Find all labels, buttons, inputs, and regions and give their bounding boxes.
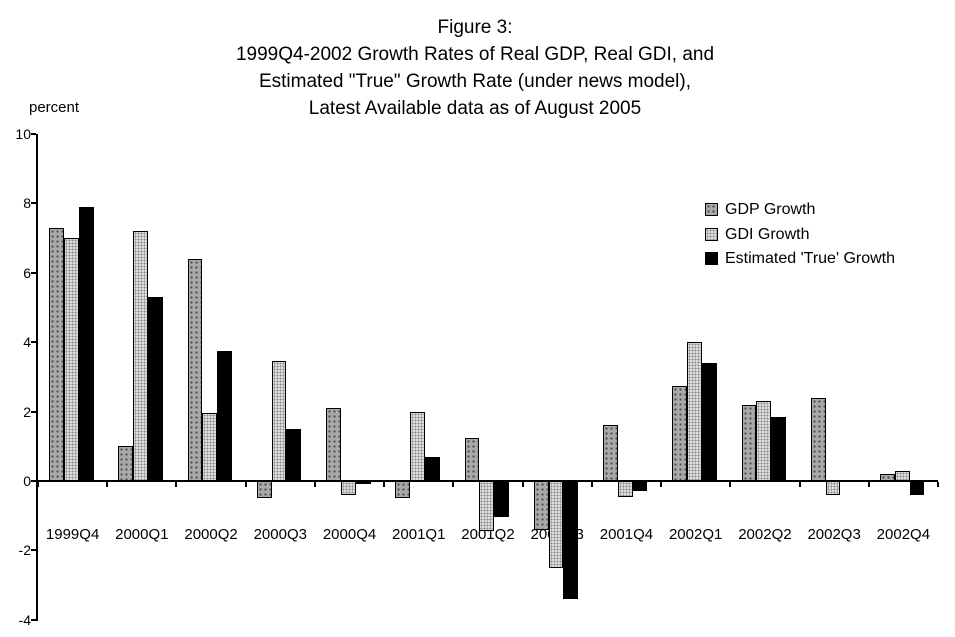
x-category-label-2001Q1: 2001Q1 xyxy=(392,526,446,543)
y-tick-mark xyxy=(31,341,36,344)
y-tick-mark xyxy=(31,618,36,621)
bar-true-2002Q4 xyxy=(909,481,925,495)
bar-true-2001Q3 xyxy=(563,481,579,600)
bar-gdi-2001Q2 xyxy=(479,481,495,532)
bar-gdp-1999Q4 xyxy=(49,227,64,481)
bar-gdp-2001Q2 xyxy=(464,437,480,481)
y-tick-mark xyxy=(31,549,36,552)
y-tick-label-10: 10 xyxy=(15,125,31,142)
bar-gdp-2000Q1 xyxy=(118,446,134,481)
x-tick-mark xyxy=(313,482,316,487)
x-category-label-2000Q1: 2000Q1 xyxy=(115,526,169,543)
x-category-label-2002Q2: 2002Q2 xyxy=(738,526,792,543)
legend-item-true: Estimated 'True' Growth xyxy=(705,246,895,271)
x-category-label-2000Q3: 2000Q3 xyxy=(253,526,307,543)
y-tick-label--4: -4 xyxy=(18,611,31,628)
y-axis-line xyxy=(36,134,38,621)
legend: GDP Growth GDI Growth Estimated 'True' Gro… xyxy=(705,197,895,271)
bar-true-2002Q1 xyxy=(701,362,717,481)
y-tick-label--2: -2 xyxy=(18,542,31,559)
bar-true-2001Q1 xyxy=(424,456,440,481)
x-tick-mark xyxy=(590,482,593,487)
x-category-label-2002Q3: 2002Q3 xyxy=(807,526,861,543)
x-category-label-1999Q4: 1999Q4 xyxy=(45,526,100,543)
chart-title-line-4: Latest Available data as of August 2005 xyxy=(308,98,642,119)
bar-gdi-2000Q2 xyxy=(202,413,218,481)
chart-title: Figure 3: 1999Q4-2002 Growth Rates of Re… xyxy=(25,14,925,122)
bar-true-2000Q3 xyxy=(286,428,302,481)
legend-marker-gdp-icon xyxy=(705,202,718,216)
bar-true-2000Q1 xyxy=(148,297,163,481)
y-tick-label-0: 0 xyxy=(23,473,31,489)
y-tick-label-8: 8 xyxy=(23,195,31,212)
y-tick-mark xyxy=(31,132,36,135)
bar-gdp-2002Q2 xyxy=(741,404,757,481)
y-tick-mark xyxy=(31,480,36,482)
x-category-label-2002Q1: 2002Q1 xyxy=(668,526,723,543)
x-tick-mark xyxy=(867,482,870,487)
chart-title-line-1: Figure 3: xyxy=(437,17,513,38)
x-tick-mark xyxy=(729,482,732,487)
bar-gdi-2000Q1 xyxy=(133,231,149,481)
bar-gdi-2001Q1 xyxy=(410,411,425,481)
y-tick-label-2: 2 xyxy=(23,403,31,420)
y-tick-label-6: 6 xyxy=(23,264,31,281)
y-axis-unit-label: percent xyxy=(29,99,80,116)
x-tick-mark xyxy=(175,482,178,487)
bar-gdi-2002Q3 xyxy=(825,481,841,495)
x-tick-mark xyxy=(37,482,39,487)
bar-gdi-2002Q1 xyxy=(687,342,702,481)
bar-true-1999Q4 xyxy=(78,206,94,481)
y-tick-mark xyxy=(31,410,36,413)
bar-true-2002Q2 xyxy=(771,416,786,481)
legend-item-gdi: GDI Growth xyxy=(705,222,895,247)
y-tick-label-4: 4 xyxy=(23,334,31,351)
legend-label-true: Estimated 'True' Growth xyxy=(725,250,896,268)
chart-title-line-3: Estimated "True" Growth Rate (under news… xyxy=(258,71,691,92)
x-category-label-2000Q4: 2000Q4 xyxy=(322,526,377,543)
legend-marker-true-icon xyxy=(705,252,718,266)
bar-gdp-2001Q1 xyxy=(395,481,411,499)
bar-gdi-1999Q4 xyxy=(64,238,79,481)
legend-label-gdp: GDP Growth xyxy=(725,200,816,218)
legend-label-gdi: GDI Growth xyxy=(725,225,810,243)
x-tick-mark xyxy=(452,482,455,487)
bar-gdp-2002Q3 xyxy=(810,397,826,481)
x-category-label-2002Q4: 2002Q4 xyxy=(876,526,931,543)
x-tick-mark xyxy=(244,482,247,487)
bar-gdi-2001Q4 xyxy=(617,481,633,497)
bar-gdp-2002Q1 xyxy=(672,385,688,481)
bar-gdp-2001Q3 xyxy=(533,481,549,530)
legend-item-gdp: GDP Growth xyxy=(705,197,895,222)
x-category-label-2000Q2: 2000Q2 xyxy=(184,526,238,543)
bar-gdi-2000Q4 xyxy=(340,481,356,495)
x-category-label-2001Q2: 2001Q2 xyxy=(461,526,515,543)
bar-gdp-2001Q4 xyxy=(603,425,618,481)
y-tick-mark xyxy=(31,271,36,274)
bar-gdp-2000Q3 xyxy=(256,481,272,499)
bar-gdi-2001Q3 xyxy=(548,481,564,568)
bar-gdi-2002Q2 xyxy=(756,401,772,481)
x-tick-mark xyxy=(106,482,109,487)
bar-gdi-2000Q3 xyxy=(271,361,287,481)
x-tick-mark xyxy=(383,482,386,487)
chart-title-line-2: 1999Q4-2002 Growth Rates of Real GDP, Re… xyxy=(235,44,715,65)
legend-marker-gdi-icon xyxy=(705,227,718,241)
bar-gdp-2000Q2 xyxy=(187,258,203,481)
bar-true-2001Q4 xyxy=(632,481,648,492)
bar-gdp-2000Q4 xyxy=(326,408,341,481)
x-tick-mark xyxy=(521,482,524,487)
bar-true-2001Q2 xyxy=(494,481,509,518)
x-axis-line xyxy=(36,480,938,482)
y-tick-mark xyxy=(31,202,36,205)
bar-true-2000Q2 xyxy=(217,350,233,481)
x-tick-mark xyxy=(937,482,939,487)
x-category-label-2001Q4: 2001Q4 xyxy=(599,526,654,543)
x-tick-mark xyxy=(798,482,801,487)
x-tick-mark xyxy=(660,482,663,487)
